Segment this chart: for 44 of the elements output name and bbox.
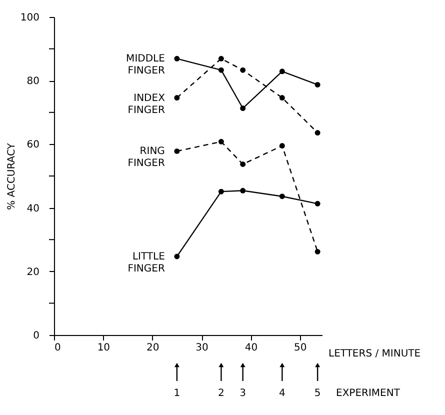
series-label: MIDDLE FINGER	[126, 54, 165, 77]
point	[174, 56, 180, 62]
annotation: 4	[278, 388, 286, 399]
point	[279, 95, 285, 101]
series-label: RING FINGER	[128, 146, 165, 170]
point	[174, 95, 180, 101]
point	[314, 248, 320, 254]
point	[218, 56, 224, 62]
annotation: 1	[174, 388, 180, 399]
annotation: 3	[240, 388, 246, 399]
series-label: INDEX FINGER	[128, 92, 166, 116]
x-axis-title: LETTERS / MINUTE	[328, 348, 421, 360]
annotation: 5	[314, 388, 321, 399]
point	[279, 143, 285, 149]
x-tick-label: 40	[244, 342, 258, 354]
point	[279, 68, 285, 74]
point	[240, 67, 246, 73]
point	[174, 148, 180, 154]
point	[240, 162, 246, 167]
y-tick-label: 20	[26, 266, 40, 278]
point	[218, 188, 224, 194]
point	[314, 130, 320, 136]
y-axis-title: % ACCURACY	[6, 142, 18, 210]
x-tick-label: 10	[97, 342, 110, 354]
point	[218, 67, 224, 73]
series-label: LITTLE FINGER	[128, 251, 165, 274]
annotation: 2	[218, 388, 224, 399]
y-tick-label: 80	[26, 76, 40, 88]
y-tick-label: 60	[26, 140, 40, 151]
y-tick-label: 100	[20, 12, 40, 24]
x-tick-label: 30	[196, 342, 208, 354]
point	[279, 194, 285, 200]
point	[218, 138, 224, 144]
point	[174, 254, 180, 260]
y-tick-label: 40	[26, 203, 40, 214]
point	[240, 188, 246, 194]
text: EXPERIMENT	[336, 388, 401, 399]
x-tick-label: 20	[146, 342, 160, 354]
y-tick-label: 0	[33, 330, 40, 342]
point	[314, 82, 320, 88]
x-tick-label: 50	[294, 342, 307, 354]
point	[240, 106, 246, 111]
point	[314, 200, 320, 206]
x-tick-label: 0	[54, 342, 61, 354]
